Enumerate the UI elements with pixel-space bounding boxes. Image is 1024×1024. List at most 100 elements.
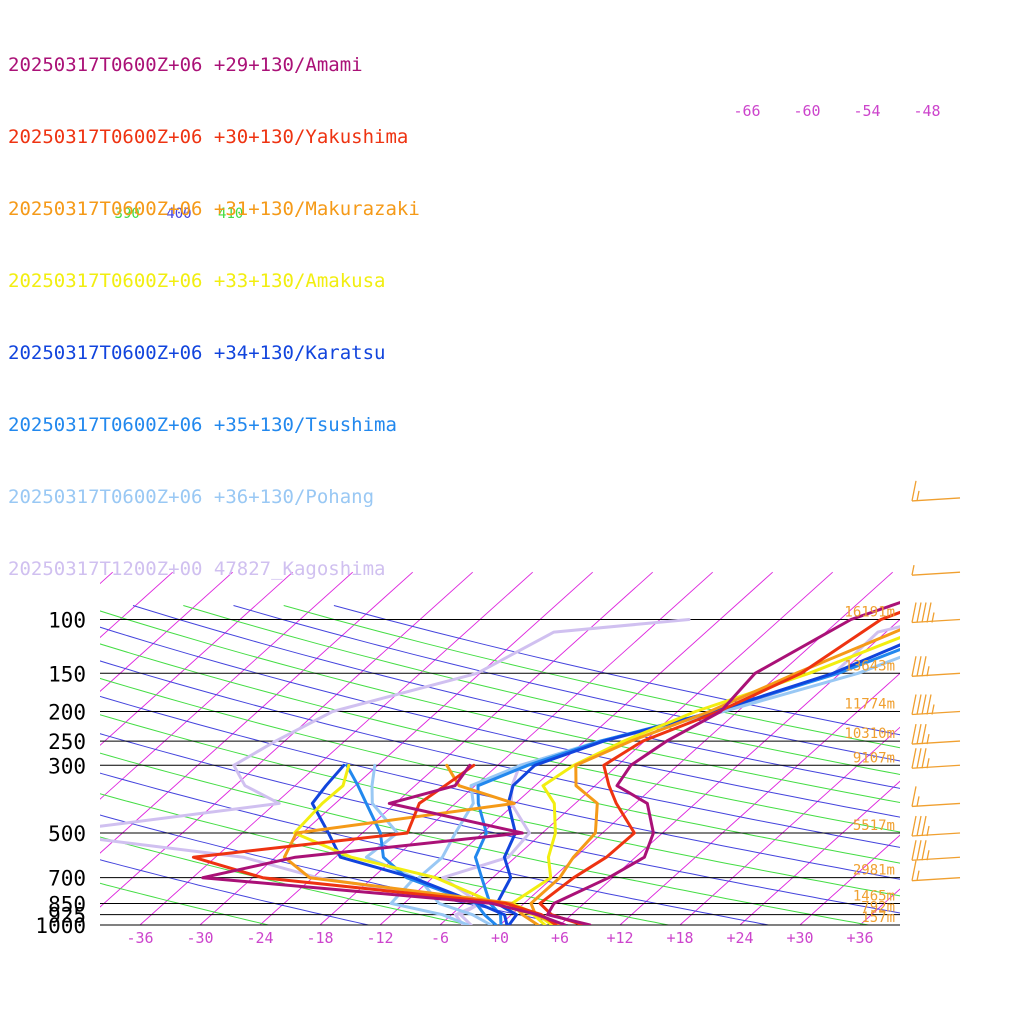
legend-entry: 20250317T0600Z+06 +36+130/Pohang <box>8 486 375 508</box>
isotherm-label: -54 <box>853 102 880 120</box>
pressure-tick-label: 500 <box>48 822 86 846</box>
dewpoint-profile-line <box>100 618 691 925</box>
temperature-tick-label: -12 <box>366 929 393 947</box>
dry-adiabat-line <box>100 752 872 925</box>
isotherm-label: -60 <box>793 102 820 120</box>
wind-barb-half-flag <box>931 704 935 715</box>
pressure-tick-label: 300 <box>48 754 86 778</box>
isotherm-line <box>739 780 900 925</box>
wind-barb-flag <box>911 602 917 623</box>
wind-barb-flag <box>916 602 922 623</box>
wind-barb-half-flag <box>926 733 930 745</box>
wind-barb <box>911 656 961 677</box>
dry-adiabat-line <box>100 882 271 925</box>
isotherm-line <box>980 572 1024 925</box>
wind-barb-staff <box>911 618 961 624</box>
wind-barb-staff <box>911 710 961 716</box>
wind-barb-flag <box>911 786 917 807</box>
height-label: 1465m <box>853 888 895 904</box>
wind-barb-half-flag <box>926 666 930 677</box>
isotherm-line <box>259 571 653 925</box>
wind-barb <box>911 786 961 808</box>
wind-barb-flag <box>911 840 917 861</box>
temperature-tick-label: -30 <box>186 929 213 947</box>
dry-adiabat-line <box>333 605 900 736</box>
temperature-profile-line <box>546 600 900 925</box>
wind-barb-staff <box>911 802 961 808</box>
height-label: 5517m <box>853 818 895 834</box>
height-label: 157m <box>861 910 895 926</box>
legend-entry: 20250317T0600Z+06 +34+130/Karatsu <box>8 342 386 364</box>
wind-barb-half-flag <box>931 612 935 623</box>
temperature-profile-line <box>495 643 900 925</box>
dewpoint-profile-line <box>310 763 509 925</box>
wind-barb-half-flag <box>926 850 930 861</box>
isotherm-line <box>439 571 833 925</box>
legend-entry: 20250317T0600Z+06 +30+130/Yakushima <box>8 126 409 148</box>
legend-entry: 20250317T0600Z+06 +35+130/Tsushima <box>8 414 397 436</box>
dry-adiabat-line <box>100 859 371 925</box>
theta-label: 410 <box>218 206 243 222</box>
temperature-tick-label: -36 <box>126 929 153 947</box>
temperature-profile-line <box>529 628 900 925</box>
isotherm-line <box>100 571 233 692</box>
height-label: 2981m <box>853 863 895 879</box>
wind-barb-half-flag <box>911 565 915 576</box>
isotherm-label: -66 <box>733 102 760 120</box>
temperature-tick-label: -24 <box>246 929 273 947</box>
theta-label: 400 <box>166 206 191 222</box>
label-mask <box>0 200 100 222</box>
wind-barbs <box>911 480 961 882</box>
dry-adiabat-line <box>100 836 471 925</box>
isotherm-line <box>139 571 533 925</box>
dewpoint-profile-line <box>201 763 567 925</box>
wind-barb-flag <box>921 748 927 769</box>
pressure-tick-label: 925 <box>48 904 86 928</box>
isotherm-line <box>799 834 900 925</box>
isotherm-line <box>679 726 900 925</box>
theta-label: 390 <box>115 206 140 222</box>
height-label: 792m <box>861 900 895 916</box>
series-profiles <box>100 600 900 925</box>
wind-barb-flag <box>911 694 917 715</box>
temperature-profile-line <box>538 610 900 925</box>
wind-barb-half-flag <box>916 490 920 502</box>
isotherm-label: -48 <box>913 102 940 120</box>
wind-barb-half-flag <box>916 796 920 807</box>
dewpoint-profile-line <box>345 763 498 925</box>
pressure-tick-label: 700 <box>48 867 86 891</box>
wind-barb-flag <box>916 656 922 677</box>
wind-barb <box>911 565 961 576</box>
temperature-tick-label: +18 <box>666 929 693 947</box>
dewpoint-profile-line <box>364 763 470 925</box>
wind-barb <box>911 860 961 882</box>
isotherm-line <box>920 572 1024 925</box>
temperature-profile-line <box>510 635 900 925</box>
wind-barb-flag <box>921 723 927 745</box>
pressure-tick-label: 150 <box>48 662 86 686</box>
wind-barb-staff <box>911 672 961 677</box>
temperature-tick-label: +0 <box>491 929 509 947</box>
wind-barb-staff <box>911 740 961 745</box>
wind-barb-flag <box>911 480 917 502</box>
temperature-tick-label: +6 <box>551 929 569 947</box>
height-label: 16191m <box>844 605 895 621</box>
height-label: 9107m <box>853 750 895 766</box>
isotherm-line <box>100 571 173 639</box>
wind-barb-flag <box>921 602 927 623</box>
wind-barb-flag <box>911 815 917 837</box>
temperature-tick-label: +36 <box>846 929 873 947</box>
pressure-tick-label: 200 <box>48 700 86 724</box>
wind-barb-flag <box>916 748 922 769</box>
wind-barb-flag <box>921 694 927 715</box>
wind-barb-half-flag <box>926 825 930 837</box>
temperature-profile-line <box>473 647 900 925</box>
isotherm-line <box>199 571 593 925</box>
temperature-tick-label: +12 <box>606 929 633 947</box>
wind-barb-flag <box>911 860 917 881</box>
temperature-tick-label: +30 <box>786 929 813 947</box>
wind-barb-flag <box>921 840 927 861</box>
height-label: 10310m <box>844 726 895 742</box>
